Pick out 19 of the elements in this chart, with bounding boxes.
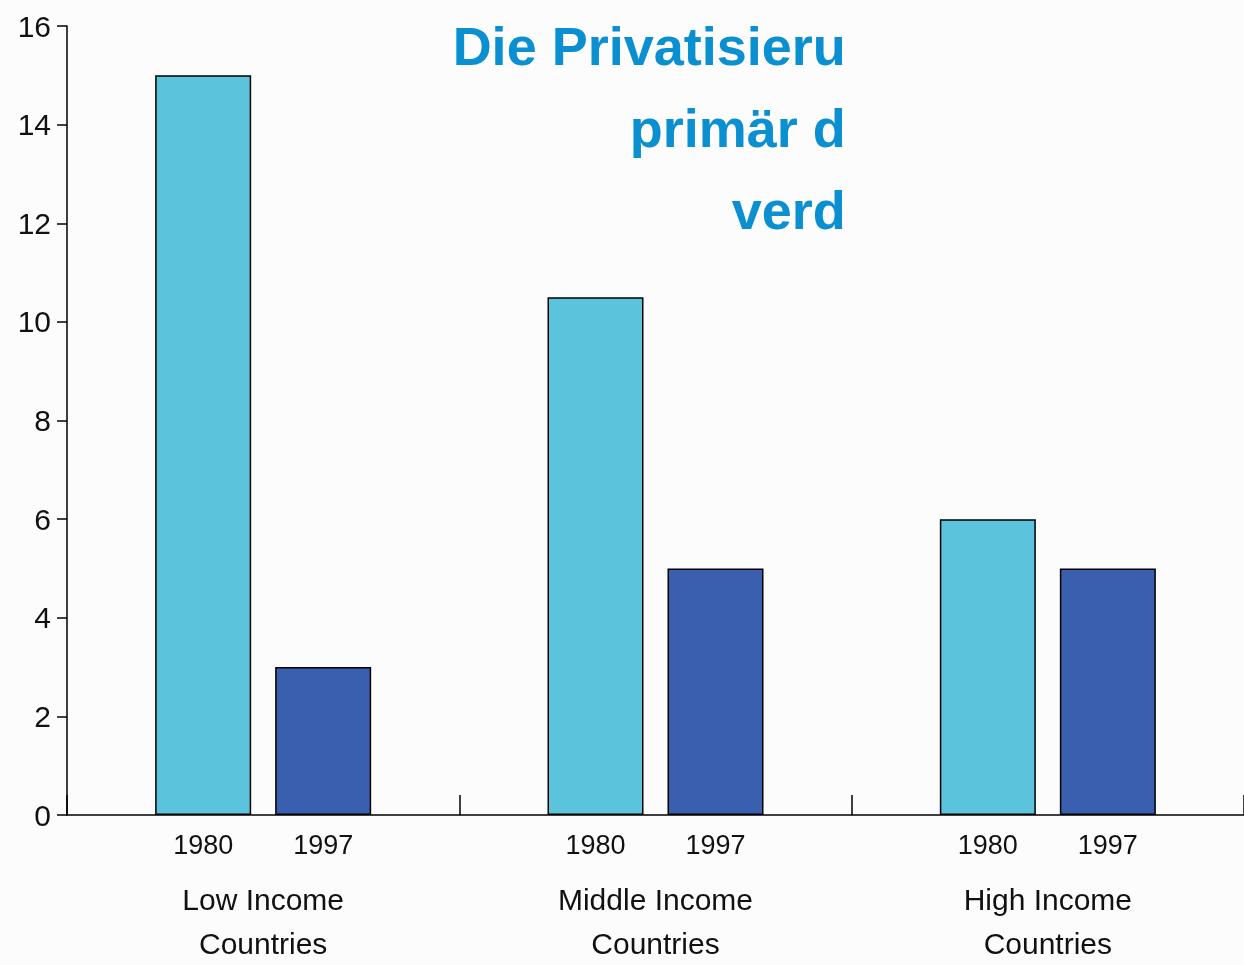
x-tick-label: Low Income Countries [182, 882, 345, 960]
text: 1997 [1077, 829, 1138, 860]
series-label: 1980 [173, 829, 234, 860]
y-tick-label: 16 [17, 9, 51, 43]
series-label: 1997 [293, 829, 354, 860]
y-tick-label: 0 [34, 798, 51, 832]
text: 1980 [957, 829, 1018, 860]
y-tick-label: 12 [17, 206, 51, 240]
y-tick-label: 14 [17, 108, 51, 142]
x-tick-label: Middle Income Countries [557, 882, 754, 960]
y-tick-label: 4 [34, 601, 51, 635]
text: Die Privatisieru primär d verd [452, 16, 846, 240]
text: 1980 [565, 829, 626, 860]
y-tick-label: 2 [34, 699, 51, 733]
x-tick-label: High Income Countries [963, 882, 1133, 960]
y-tick-label: 10 [17, 305, 51, 339]
y-tick-label: 8 [34, 404, 51, 437]
text: 1997 [685, 829, 746, 860]
y-tick-label: 6 [34, 502, 51, 536]
